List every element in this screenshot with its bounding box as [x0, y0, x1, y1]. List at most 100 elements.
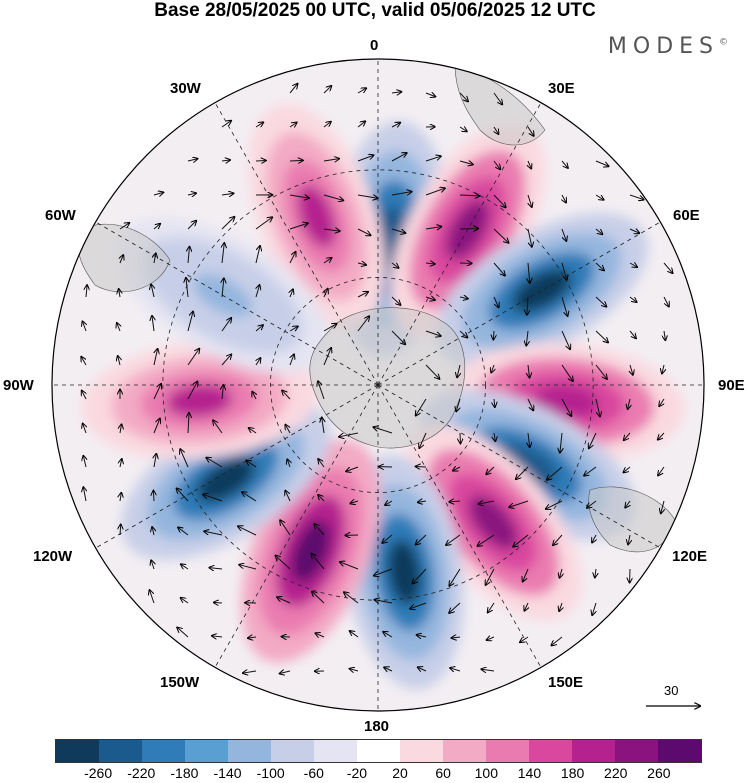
brand-name: MODES	[607, 34, 719, 59]
wind-arrow-80	[289, 160, 303, 161]
wind-arrow-37	[187, 382, 197, 400]
wind-arrow-217	[562, 194, 566, 202]
wind-arrow-186	[493, 228, 508, 243]
wind-arrow-202	[528, 194, 532, 207]
wind-arrow-13	[120, 424, 122, 434]
wind-arrow-3	[82, 391, 86, 400]
wind-arrow-109	[314, 524, 325, 536]
reference-vector-label: 30	[664, 683, 679, 698]
wind-arrow-85	[289, 326, 298, 331]
brand-mark: ©	[719, 37, 728, 48]
wind-arrow-193	[486, 466, 495, 474]
wind-arrow-64	[255, 217, 272, 230]
lon-label-150e: 150E	[548, 674, 584, 691]
wind-arrow-114	[357, 88, 366, 94]
wind-arrow-212	[513, 534, 529, 547]
wind-arrow-89	[287, 459, 290, 468]
meridian-330	[214, 102, 379, 386]
wind-arrow-90	[285, 491, 291, 502]
wind-arrow-185	[493, 194, 506, 207]
wind-arrow-251	[628, 398, 630, 409]
colorbar-tick-label: 140	[517, 765, 542, 781]
wind-arrow-4	[83, 424, 86, 434]
colorbar-cell-14	[658, 740, 701, 762]
wind-arrow-198	[487, 637, 495, 640]
wind-arrow-61	[255, 122, 263, 127]
wind-arrow-165	[459, 127, 467, 131]
wind-arrow-66	[256, 285, 259, 298]
colorbar-cell-8	[400, 740, 443, 762]
wind-arrow-123	[346, 466, 359, 471]
wind-arrow-105	[318, 381, 325, 400]
wind-arrow-116	[357, 155, 373, 162]
wind-arrow-11	[118, 356, 120, 366]
wind-arrow-250	[630, 364, 633, 375]
colorbar-tick-label: -100	[256, 765, 285, 781]
wind-arrow-69	[252, 392, 256, 400]
wind-arrow-72	[242, 492, 257, 502]
wind-arrow-2	[81, 357, 87, 366]
wind-arrow-206	[526, 330, 528, 345]
wind-arrow-104	[323, 348, 331, 366]
wind-arrow-71	[246, 461, 257, 468]
wind-arrow-28	[151, 560, 154, 570]
wind-arrow-10	[117, 323, 120, 332]
wind-arrow-190	[491, 364, 494, 373]
wind-arrow-6	[83, 487, 86, 502]
wind-arrow-249	[629, 330, 636, 338]
wind-arrow-9	[119, 289, 120, 298]
wind-arrow-156	[419, 432, 427, 448]
wind-arrow-178	[449, 568, 461, 586]
wind-arrow-171	[459, 330, 467, 337]
wind-arrow-112	[315, 633, 325, 637]
wind-arrow-262	[658, 432, 665, 440]
wind-arrow-211	[509, 500, 529, 507]
wind-arrow-148	[425, 156, 441, 162]
wind-arrow-17	[153, 192, 163, 195]
wind-arrow-241	[587, 500, 597, 508]
wind-arrow-195	[478, 534, 495, 546]
wind-arrow-48	[221, 217, 234, 230]
wind-arrow-121	[357, 316, 369, 332]
wind-arrow-170	[459, 297, 468, 299]
wind-arrow-78	[289, 84, 297, 94]
wind-arrow-44	[177, 628, 189, 638]
wind-arrow-83	[289, 252, 296, 264]
wind-arrow-108	[318, 495, 325, 502]
wind-arrow-222	[561, 364, 573, 381]
wind-arrow-133	[391, 192, 412, 196]
colorbar-cell-4	[228, 740, 271, 762]
wind-arrow-149	[425, 188, 445, 196]
wind-arrow-194	[479, 501, 495, 504]
wind-arrow-261	[659, 398, 664, 406]
wind-arrow-47	[221, 193, 233, 195]
lon-label-90e: 90E	[718, 377, 745, 394]
wind-arrow-82	[289, 223, 308, 230]
wind-arrow-257	[663, 262, 673, 273]
wind-arrow-91	[280, 520, 291, 536]
map-title: Base 28/05/2025 00 UTC, valid 05/06/2025…	[154, 0, 596, 21]
wind-arrow-220	[561, 296, 568, 316]
wind-arrow-29	[150, 590, 155, 604]
wind-arrow-238	[595, 398, 600, 416]
wind-arrow-155	[416, 398, 427, 416]
wind-arrow-252	[624, 432, 631, 440]
colorbar-tick-label: -180	[170, 765, 199, 781]
wind-arrow-87	[282, 391, 291, 400]
wind-arrow-179	[449, 602, 461, 613]
meridian-30	[377, 102, 542, 386]
wind-arrow-208	[527, 398, 533, 410]
wind-arrow-219	[561, 262, 567, 280]
wind-arrow-242	[592, 534, 596, 543]
wind-arrow-122	[339, 432, 359, 437]
colorbar-cell-10	[486, 740, 529, 762]
wind-arrow-167	[459, 195, 479, 196]
wind-arrow-101	[323, 258, 332, 264]
wind-arrow-141	[382, 534, 393, 543]
wind-arrow-1	[83, 321, 86, 332]
colorbar-cell-9	[443, 740, 486, 762]
anomaly-cell-5-level-3	[468, 494, 518, 550]
wind-arrow-26	[153, 491, 154, 502]
wind-arrow-228	[560, 568, 562, 578]
wind-arrow-49	[222, 243, 224, 264]
